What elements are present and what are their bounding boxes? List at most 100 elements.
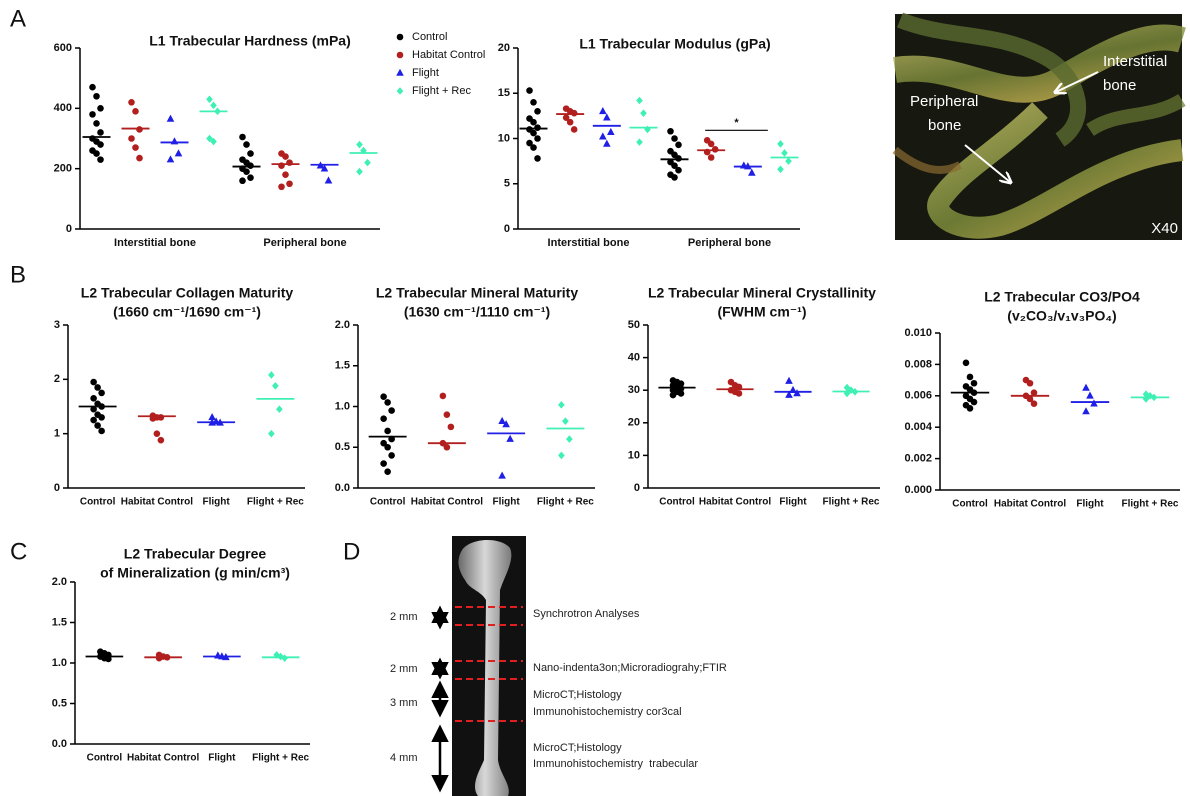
data-point [599, 132, 607, 140]
analysis-label: Immunohistochemistry cor3cal [533, 706, 682, 718]
data-point [677, 390, 685, 397]
fiber [897, 12, 1086, 147]
micrograph-label: Peripheral [910, 93, 978, 110]
fiber [927, 102, 1184, 239]
x-tick-label: Control [80, 497, 116, 508]
y-tick-label: 0.0 [335, 482, 350, 494]
data-point [320, 164, 329, 172]
data-point [644, 125, 651, 134]
data-point [443, 411, 451, 418]
data-point [439, 392, 447, 400]
data-point [1026, 395, 1034, 403]
y-tick-label: 400 [54, 102, 72, 114]
analysis-label: MicroCT;Histology [533, 689, 622, 701]
y-tick-label: 0 [54, 482, 60, 494]
data-point [90, 378, 97, 386]
data-point [166, 114, 175, 122]
data-point [384, 399, 391, 406]
y-tick-label: 0.008 [904, 358, 932, 370]
data-point [966, 373, 974, 381]
y-tick-label: 2 [54, 373, 60, 385]
data-point [278, 183, 285, 191]
data-point [847, 386, 855, 394]
data-point [558, 401, 565, 409]
data-point [970, 379, 978, 387]
y-tick-label: 0.000 [904, 484, 932, 496]
data-point [136, 126, 143, 133]
data-point [282, 171, 289, 178]
chart-subtitle: (1630 cm⁻¹/1110 cm⁻¹) [404, 304, 550, 320]
data-point [388, 452, 395, 459]
y-tick-label: 0.006 [904, 390, 932, 402]
data-point [243, 168, 250, 175]
data-point [566, 118, 574, 126]
data-point [380, 393, 387, 401]
data-point [97, 129, 104, 136]
analysis-label: MicroCT;Histology [533, 742, 622, 754]
data-point [970, 398, 978, 406]
micrograph-label: bone [928, 117, 961, 134]
data-point [607, 127, 615, 135]
y-tick-label: 40 [628, 352, 640, 364]
data-point [748, 168, 756, 176]
y-tick-label: 0 [634, 482, 640, 494]
data-point [785, 376, 793, 384]
chart-subtitle: (1660 cm⁻¹/1690 cm⁻¹) [113, 304, 261, 320]
data-point [534, 124, 541, 131]
legend-label: Flight + Rec [412, 85, 471, 97]
data-point [93, 120, 100, 127]
analysis-label: Synchrotron Analyses [533, 608, 640, 620]
data-point [239, 177, 246, 185]
y-tick-label: 1.5 [335, 360, 350, 372]
data-point [380, 415, 387, 423]
data-point [675, 141, 682, 149]
x-tick-label: Flight [779, 497, 807, 508]
data-point [671, 135, 678, 142]
data-point [384, 443, 391, 451]
data-point [384, 468, 391, 476]
y-tick-label: 0.004 [904, 421, 932, 433]
data-point [324, 176, 333, 184]
chart-title: L2 Trabecular Degree [124, 546, 267, 562]
data-point [962, 359, 970, 367]
data-point [98, 389, 105, 397]
significance-mark: * [734, 117, 739, 129]
data-point [93, 92, 100, 100]
y-tick-label: 10 [498, 132, 510, 144]
data-point [128, 135, 135, 142]
x-tick-label: Habitat Control [121, 497, 193, 508]
y-tick-label: 15 [498, 87, 510, 99]
x-tick-label: Interstitial bone [114, 237, 196, 249]
data-point [777, 140, 784, 148]
x-tick-label: Control [87, 753, 123, 764]
x-tick-label: Flight [493, 497, 521, 508]
data-point [247, 150, 254, 157]
data-point [707, 154, 715, 161]
data-point [208, 413, 216, 421]
data-point [396, 51, 404, 59]
data-point [206, 134, 213, 143]
x-tick-label: Control [659, 497, 695, 508]
data-point [239, 133, 246, 141]
data-point [534, 108, 541, 115]
data-point [94, 422, 101, 429]
data-point [98, 427, 105, 435]
data-point [735, 390, 743, 397]
data-point [640, 109, 647, 117]
chart-subtitle: of Mineralization (g min/cm³) [100, 565, 290, 581]
y-tick-label: 0.5 [335, 441, 350, 453]
analysis-label: Nano-indenta3on;Microradiograhy;FTIR [533, 662, 727, 674]
y-tick-label: 1 [54, 428, 60, 440]
data-point [530, 129, 537, 137]
data-point [1082, 383, 1090, 391]
x-tick-label: Control [370, 497, 406, 508]
x-tick-label: Control [952, 499, 988, 510]
data-point [843, 389, 851, 398]
data-point [671, 174, 678, 181]
micrograph-label: Interstitial [1103, 53, 1167, 70]
y-tick-label: 50 [628, 319, 640, 331]
data-point [1146, 392, 1154, 400]
cut-lines [455, 606, 523, 722]
data-point [396, 68, 404, 76]
data-point [562, 114, 570, 121]
